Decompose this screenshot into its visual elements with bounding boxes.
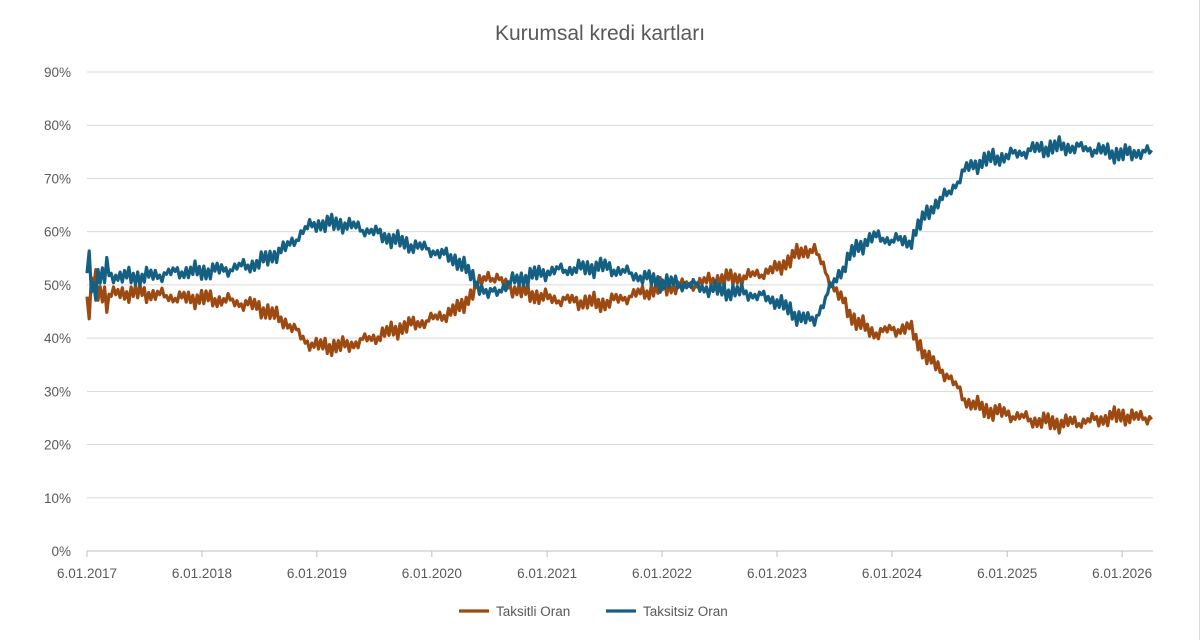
y-tick-label: 80% bbox=[44, 118, 71, 133]
x-tick-label: 6.01.2026 bbox=[1092, 566, 1152, 581]
x-axis-tick-labels: 6.01.2017 6.01.2018 6.01.2019 6.01.2020 6.01… bbox=[57, 551, 1152, 581]
y-tick-label: 20% bbox=[44, 438, 71, 453]
x-tick-label: 6.01.2021 bbox=[517, 566, 577, 581]
legend-label: Taksitli Oran bbox=[496, 604, 570, 619]
y-tick-label: 90% bbox=[44, 65, 71, 80]
y-axis-tick-labels: 0% 10% 20% 30% 40% 50% 60% 70% 80% 90% bbox=[44, 65, 71, 559]
x-tick-label: 6.01.2020 bbox=[402, 566, 462, 581]
x-tick-label: 6.01.2018 bbox=[172, 566, 232, 581]
y-tick-label: 10% bbox=[44, 491, 71, 506]
x-tick-label: 6.01.2022 bbox=[632, 566, 692, 581]
series-lines bbox=[85, 135, 1153, 435]
y-tick-label: 50% bbox=[44, 278, 71, 293]
x-tick-label: 6.01.2025 bbox=[977, 566, 1037, 581]
x-tick-label: 6.01.2017 bbox=[57, 566, 117, 581]
series-line-taksitli-oran bbox=[85, 242, 1153, 435]
legend-label: Taksitsiz Oran bbox=[643, 604, 728, 619]
y-tick-label: 70% bbox=[44, 171, 71, 186]
x-tick-label: 6.01.2023 bbox=[747, 566, 807, 581]
y-tick-label: 60% bbox=[44, 225, 71, 240]
x-tick-label: 6.01.2019 bbox=[287, 566, 347, 581]
y-tick-label: 30% bbox=[44, 384, 71, 399]
y-tick-label: 40% bbox=[44, 331, 71, 346]
legend: Taksitli Oran Taksitsiz Oran bbox=[459, 604, 728, 619]
chart-title: Kurumsal kredi kartları bbox=[495, 22, 705, 45]
gridlines bbox=[87, 71, 1153, 552]
series-line-taksitsiz-oran bbox=[85, 135, 1153, 327]
x-tick-label: 6.01.2024 bbox=[862, 566, 923, 581]
y-tick-label: 0% bbox=[51, 544, 71, 559]
